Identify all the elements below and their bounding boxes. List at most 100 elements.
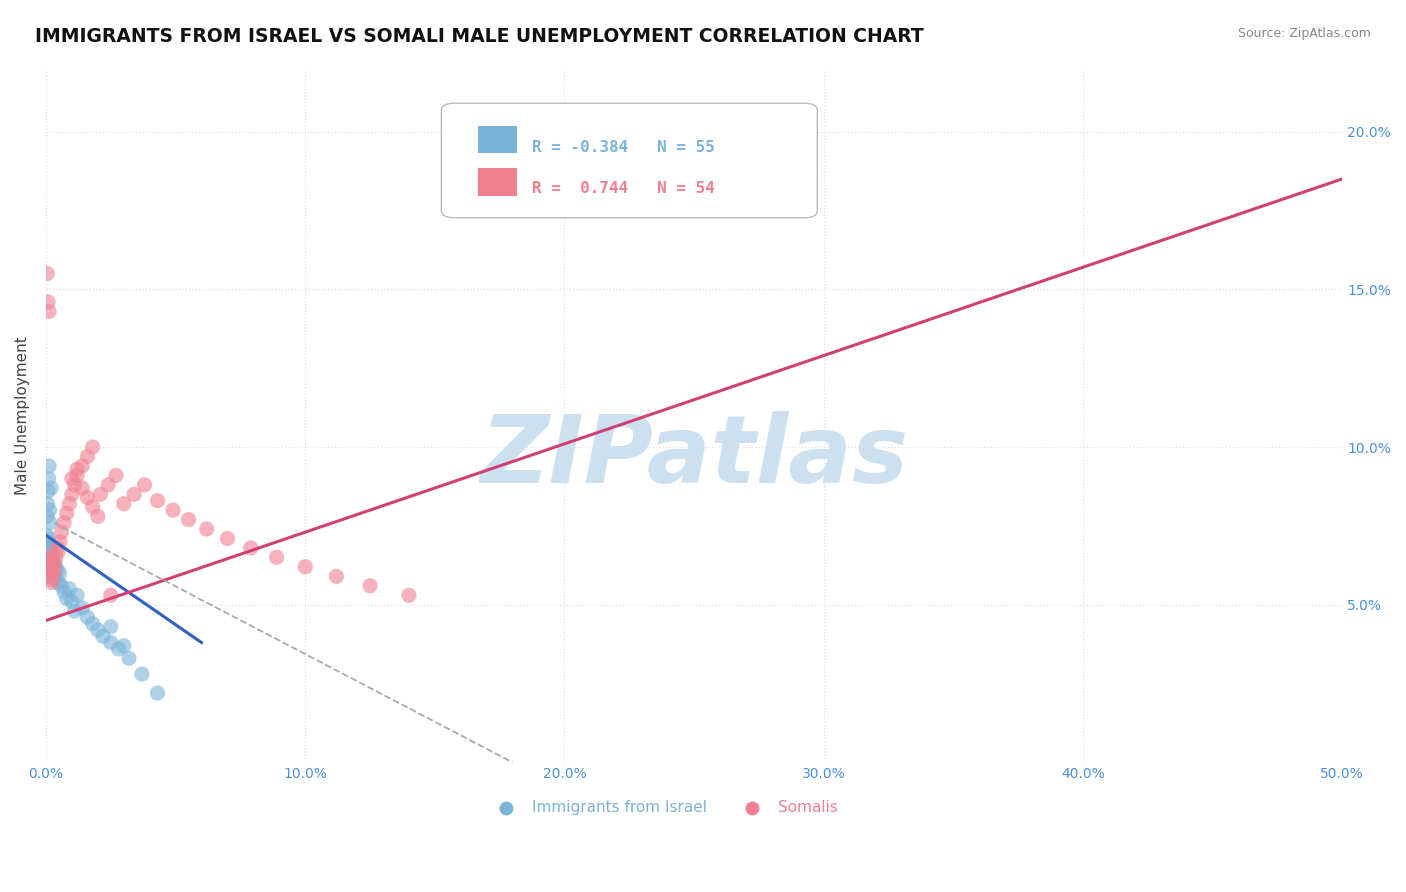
Point <box>76 610 98 624</box>
Point <box>38 458 60 473</box>
Point <box>97 478 120 492</box>
Point <box>38 547 60 561</box>
Point <box>46 541 69 555</box>
Point <box>39 573 62 587</box>
Point <box>37 550 59 565</box>
Point <box>42 557 65 571</box>
Point <box>35 538 58 552</box>
Point <box>398 588 420 602</box>
Point <box>58 582 80 596</box>
Point <box>38 553 60 567</box>
Point <box>48 566 70 581</box>
Point <box>53 516 76 530</box>
Point <box>76 491 98 505</box>
Point <box>87 623 110 637</box>
Point <box>39 516 62 530</box>
Point <box>37 484 59 499</box>
Point <box>38 553 60 567</box>
Point <box>134 478 156 492</box>
Point <box>100 620 122 634</box>
Point <box>39 559 62 574</box>
Point <box>104 468 127 483</box>
Point <box>100 588 122 602</box>
Point <box>55 506 77 520</box>
Point <box>39 544 62 558</box>
Text: Immigrants from Israel: Immigrants from Israel <box>531 800 707 815</box>
Point <box>46 563 69 577</box>
Point <box>89 487 111 501</box>
Point <box>44 559 66 574</box>
Text: Source: ZipAtlas.com: Source: ZipAtlas.com <box>1237 27 1371 40</box>
Point <box>37 569 59 583</box>
Point <box>35 557 58 571</box>
Point <box>45 573 67 587</box>
Text: Somalis: Somalis <box>779 800 838 815</box>
Point <box>195 522 218 536</box>
Point <box>37 550 59 565</box>
Text: ZIPatlas: ZIPatlas <box>479 411 908 503</box>
Point <box>35 528 58 542</box>
Point <box>91 629 114 643</box>
Point <box>37 563 59 577</box>
Point <box>66 462 89 476</box>
Point <box>72 458 94 473</box>
Point <box>41 563 63 577</box>
Point <box>42 566 65 581</box>
Point <box>107 641 129 656</box>
Text: IMMIGRANTS FROM ISRAEL VS SOMALI MALE UNEMPLOYMENT CORRELATION CHART: IMMIGRANTS FROM ISRAEL VS SOMALI MALE UN… <box>35 27 924 45</box>
Point <box>266 550 288 565</box>
Point <box>66 588 89 602</box>
Point <box>48 575 70 590</box>
Point <box>146 493 169 508</box>
Text: R =  0.744   N = 54: R = 0.744 N = 54 <box>531 181 716 196</box>
Point <box>37 544 59 558</box>
Point <box>38 471 60 485</box>
Point <box>82 500 104 514</box>
Point <box>39 557 62 571</box>
Bar <box>478 126 516 153</box>
Point <box>38 541 60 555</box>
Point <box>55 591 77 606</box>
Point <box>63 604 86 618</box>
Point <box>37 267 59 281</box>
Point <box>87 509 110 524</box>
Point <box>38 550 60 565</box>
Point <box>49 534 72 549</box>
Point <box>82 616 104 631</box>
Bar <box>478 168 516 195</box>
Point <box>39 547 62 561</box>
Point <box>51 579 73 593</box>
Point <box>41 559 63 574</box>
Point <box>38 557 60 571</box>
Point <box>60 471 83 485</box>
Point <box>35 541 58 555</box>
Point <box>48 544 70 558</box>
Point <box>118 651 141 665</box>
Point <box>72 600 94 615</box>
Point <box>37 534 59 549</box>
Point <box>63 478 86 492</box>
Point <box>37 497 59 511</box>
Point <box>131 667 153 681</box>
Point <box>60 594 83 608</box>
Point <box>58 497 80 511</box>
Point <box>39 563 62 577</box>
Point <box>38 503 60 517</box>
Point <box>239 541 262 555</box>
Point <box>72 481 94 495</box>
Point <box>38 304 60 318</box>
Point <box>112 497 135 511</box>
Point <box>38 566 60 581</box>
Point <box>37 294 59 309</box>
Text: R = -0.384   N = 55: R = -0.384 N = 55 <box>531 140 716 155</box>
Point <box>122 487 145 501</box>
Point <box>44 557 66 571</box>
Point <box>146 686 169 700</box>
Point <box>66 468 89 483</box>
Point <box>177 512 200 526</box>
Point <box>37 553 59 567</box>
Point <box>45 550 67 565</box>
Point <box>41 550 63 565</box>
Point <box>82 440 104 454</box>
Point <box>76 450 98 464</box>
